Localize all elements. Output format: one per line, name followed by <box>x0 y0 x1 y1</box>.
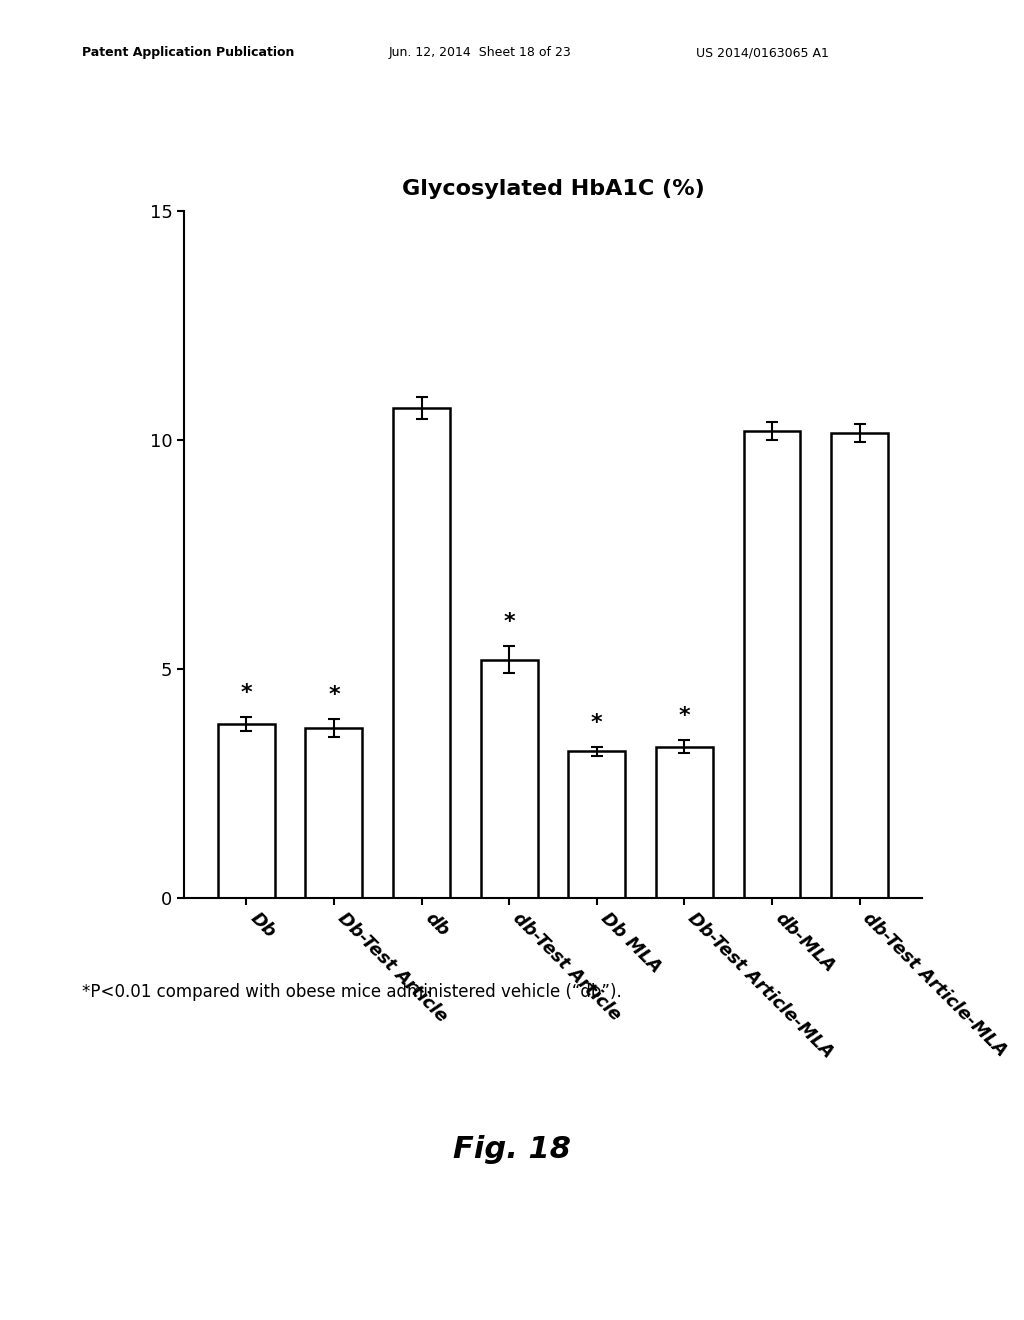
Bar <box>393 408 450 898</box>
Bar <box>218 723 274 898</box>
Bar <box>305 729 362 898</box>
Text: Jun. 12, 2014  Sheet 18 of 23: Jun. 12, 2014 Sheet 18 of 23 <box>389 46 571 59</box>
Text: Fig. 18: Fig. 18 <box>453 1135 571 1164</box>
Text: *: * <box>328 685 340 705</box>
Text: Patent Application Publication: Patent Application Publication <box>82 46 294 59</box>
Text: *: * <box>591 713 602 733</box>
Bar <box>480 660 538 898</box>
Bar <box>831 433 888 898</box>
Text: *: * <box>679 706 690 726</box>
Text: US 2014/0163065 A1: US 2014/0163065 A1 <box>696 46 829 59</box>
Bar <box>568 751 626 898</box>
Bar <box>656 747 713 898</box>
Text: *P<0.01 compared with obese mice administered vehicle (“db”).: *P<0.01 compared with obese mice adminis… <box>82 983 622 1002</box>
Title: Glycosylated HbA1C (%): Glycosylated HbA1C (%) <box>401 178 705 198</box>
Text: *: * <box>241 684 252 704</box>
Text: *: * <box>504 612 515 632</box>
Bar <box>743 430 801 898</box>
